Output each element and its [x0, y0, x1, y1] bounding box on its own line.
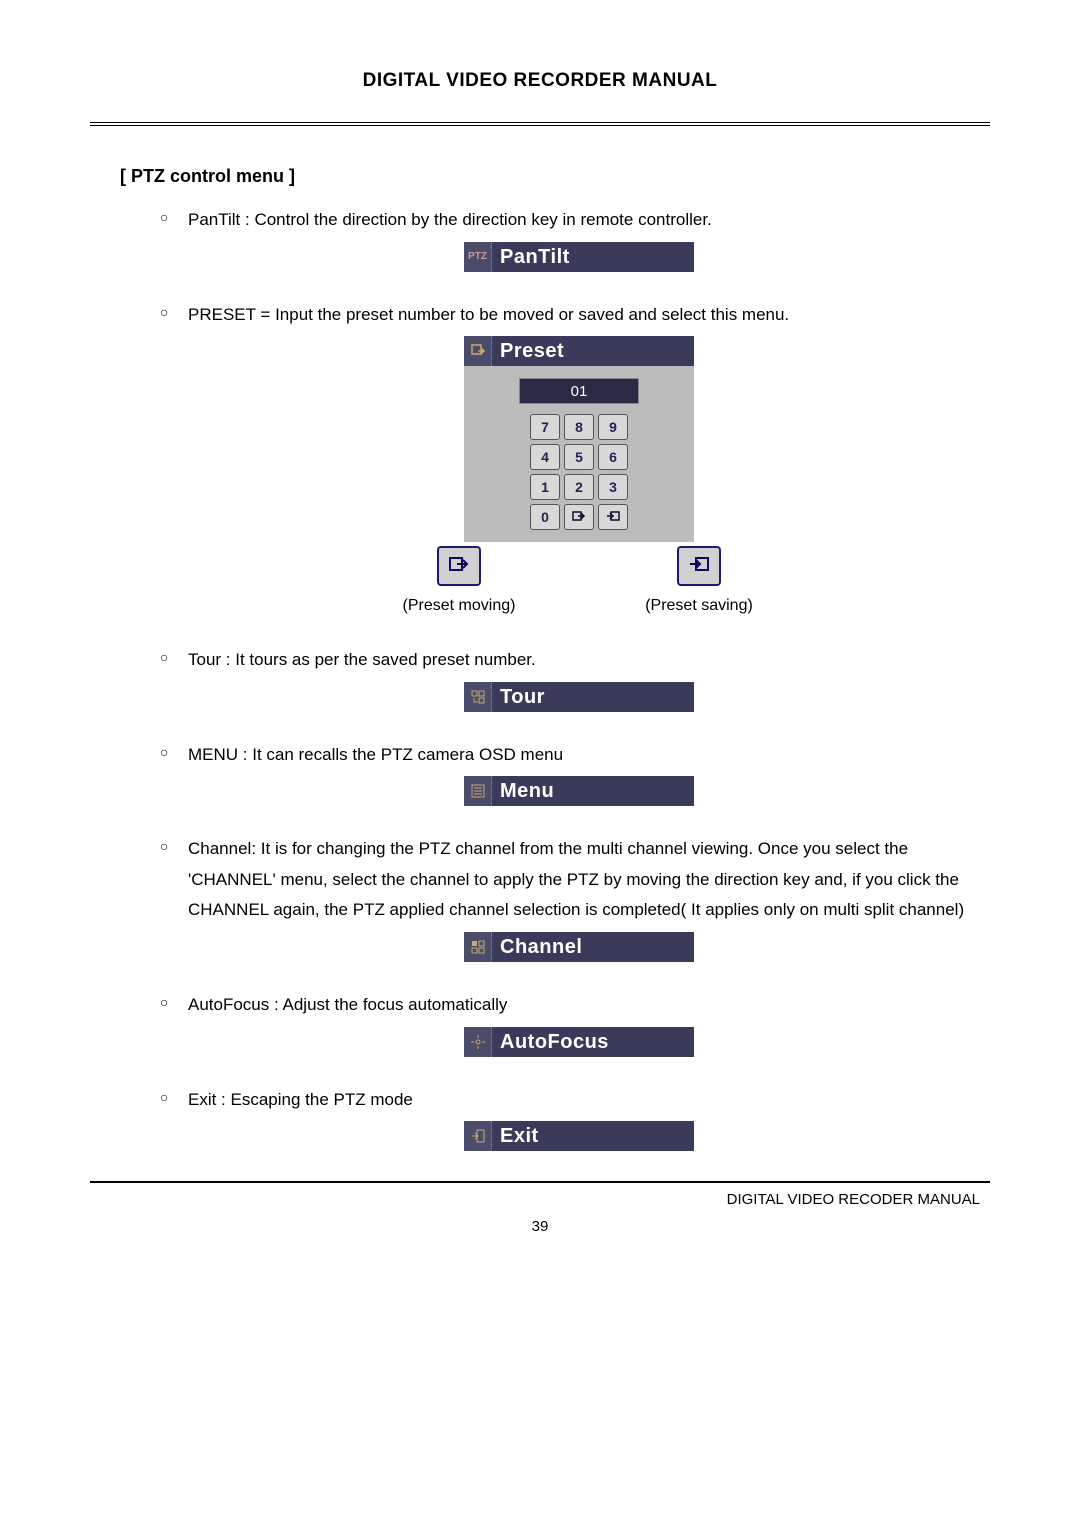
item-menu: MENU : It can recalls the PTZ camera OSD… — [160, 740, 970, 807]
pantilt-bar: PTZ PanTilt — [464, 242, 694, 272]
menu-bar: Menu — [464, 776, 694, 806]
key-8[interactable]: 8 — [564, 414, 594, 440]
menu-text: MENU : It can recalls the PTZ camera OSD… — [188, 745, 563, 764]
page-title: DIGITAL VIDEO RECORDER MANUAL — [90, 70, 990, 92]
tour-text: Tour : It tours as per the saved preset … — [188, 650, 536, 669]
key-preset-move-icon[interactable] — [564, 504, 594, 530]
menu-bar-label: Menu — [492, 773, 554, 809]
item-autofocus: AutoFocus : Adjust the focus automatical… — [160, 990, 970, 1057]
autofocus-bar-icon — [464, 1027, 492, 1057]
preset-header: Preset — [464, 336, 694, 366]
preset-move-caption: (Preset moving) — [403, 597, 516, 614]
preset-header-icon — [464, 336, 492, 366]
channel-text: Channel: It is for changing the PTZ chan… — [188, 839, 964, 919]
item-exit: Exit : Escaping the PTZ mode Exit — [160, 1085, 970, 1152]
section-heading: [ PTZ control menu ] — [120, 166, 990, 187]
item-pantilt: PanTilt : Control the direction by the d… — [160, 205, 970, 272]
autofocus-bar-label: AutoFocus — [492, 1024, 609, 1060]
preset-panel: Preset 01 7 8 9 4 5 6 1 2 3 0 — [464, 336, 694, 542]
preset-save-big-icon — [677, 546, 721, 586]
key-7[interactable]: 7 — [530, 414, 560, 440]
tour-bar-label: Tour — [492, 679, 545, 715]
key-5[interactable]: 5 — [564, 444, 594, 470]
item-channel: Channel: It is for changing the PTZ chan… — [160, 834, 970, 962]
preset-body: 01 7 8 9 4 5 6 1 2 3 0 — [464, 366, 694, 542]
key-2[interactable]: 2 — [564, 474, 594, 500]
key-preset-save-icon[interactable] — [598, 504, 628, 530]
channel-bar: Channel — [464, 932, 694, 962]
tour-bar-icon — [464, 682, 492, 712]
pantilt-bar-label: PanTilt — [492, 239, 570, 275]
item-preset: PRESET = Input the preset number to be m… — [160, 300, 970, 621]
preset-save-caption: (Preset saving) — [645, 597, 753, 614]
preset-save-caption-block: (Preset saving) — [609, 546, 789, 621]
exit-text: Exit : Escaping the PTZ mode — [188, 1090, 413, 1109]
key-4[interactable]: 4 — [530, 444, 560, 470]
key-9[interactable]: 9 — [598, 414, 628, 440]
preset-keypad: 7 8 9 4 5 6 1 2 3 0 — [530, 414, 628, 530]
autofocus-text: AutoFocus : Adjust the focus automatical… — [188, 995, 507, 1014]
key-1[interactable]: 1 — [530, 474, 560, 500]
pantilt-bar-icon: PTZ — [464, 242, 492, 272]
key-6[interactable]: 6 — [598, 444, 628, 470]
page-number: 39 — [90, 1218, 990, 1235]
preset-display: 01 — [519, 378, 639, 404]
item-tour: Tour : It tours as per the saved preset … — [160, 645, 970, 712]
exit-bar-icon — [464, 1121, 492, 1151]
preset-move-caption-block: (Preset moving) — [369, 546, 549, 621]
exit-bar: Exit — [464, 1121, 694, 1151]
footer-rule — [90, 1181, 990, 1183]
preset-header-label: Preset — [492, 333, 564, 369]
key-0[interactable]: 0 — [530, 504, 560, 530]
key-3[interactable]: 3 — [598, 474, 628, 500]
footer-text: DIGITAL VIDEO RECODER MANUAL — [90, 1191, 980, 1208]
header-double-rule — [90, 122, 990, 128]
pantilt-text: PanTilt : Control the direction by the d… — [188, 210, 712, 229]
exit-bar-label: Exit — [492, 1118, 539, 1154]
preset-move-big-icon — [437, 546, 481, 586]
tour-bar: Tour — [464, 682, 694, 712]
menu-bar-icon — [464, 776, 492, 806]
item-list: PanTilt : Control the direction by the d… — [160, 205, 970, 1151]
channel-bar-label: Channel — [492, 929, 582, 965]
preset-text: PRESET = Input the preset number to be m… — [188, 305, 789, 324]
preset-captions: (Preset moving) (Preset saving) — [369, 546, 789, 621]
channel-bar-icon — [464, 932, 492, 962]
autofocus-bar: AutoFocus — [464, 1027, 694, 1057]
